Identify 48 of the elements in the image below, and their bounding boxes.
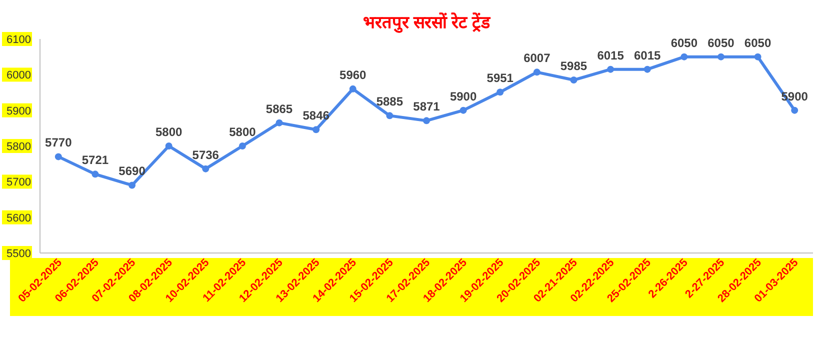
chart-title: भरतपुर सरसों रेट ट्रेंड xyxy=(362,12,492,33)
point xyxy=(276,119,283,126)
y-tick-label: 5800 xyxy=(6,141,31,153)
point xyxy=(349,85,356,92)
y-tick-label: 6000 xyxy=(6,70,31,82)
point xyxy=(128,182,136,189)
point xyxy=(754,53,762,60)
data-label: 6050 xyxy=(708,36,735,50)
data-label: 6007 xyxy=(524,51,551,66)
point xyxy=(644,66,651,73)
y-tick-label: 5500 xyxy=(6,248,31,260)
data-label: 5951 xyxy=(486,71,514,86)
data-label: 5690 xyxy=(118,164,146,178)
data-label: 5865 xyxy=(266,102,293,116)
data-label: 6050 xyxy=(670,36,698,50)
point xyxy=(791,106,798,114)
y-tick-label: 5700 xyxy=(6,176,31,189)
data-label: 5721 xyxy=(82,153,109,168)
point xyxy=(423,117,430,124)
y-tick-label: 5600 xyxy=(6,212,31,224)
point xyxy=(680,53,688,60)
point xyxy=(460,106,467,114)
point xyxy=(570,76,578,84)
point xyxy=(717,53,724,60)
y-tick-label: 6100 xyxy=(6,34,31,46)
data-label: 5900 xyxy=(450,89,477,104)
y-tick-label: 5900 xyxy=(6,105,31,118)
data-label: 5770 xyxy=(45,136,72,150)
data-label: 6015 xyxy=(597,48,624,62)
point xyxy=(312,126,320,134)
point xyxy=(533,68,540,76)
data-label: 5960 xyxy=(340,68,367,82)
point xyxy=(496,88,504,96)
data-label: 5800 xyxy=(229,125,256,139)
point xyxy=(165,142,172,150)
data-label: 5736 xyxy=(192,148,220,162)
point xyxy=(238,142,246,150)
point xyxy=(202,165,210,172)
data-label: 5985 xyxy=(560,59,588,74)
data-label: 5800 xyxy=(155,125,183,139)
data-label: 6015 xyxy=(634,48,662,62)
data-label: 5885 xyxy=(376,94,404,109)
point xyxy=(386,112,394,120)
data-label: 6050 xyxy=(744,36,772,50)
data-label: 5871 xyxy=(413,100,440,114)
point xyxy=(92,170,99,178)
point xyxy=(607,66,614,73)
point xyxy=(54,153,62,160)
